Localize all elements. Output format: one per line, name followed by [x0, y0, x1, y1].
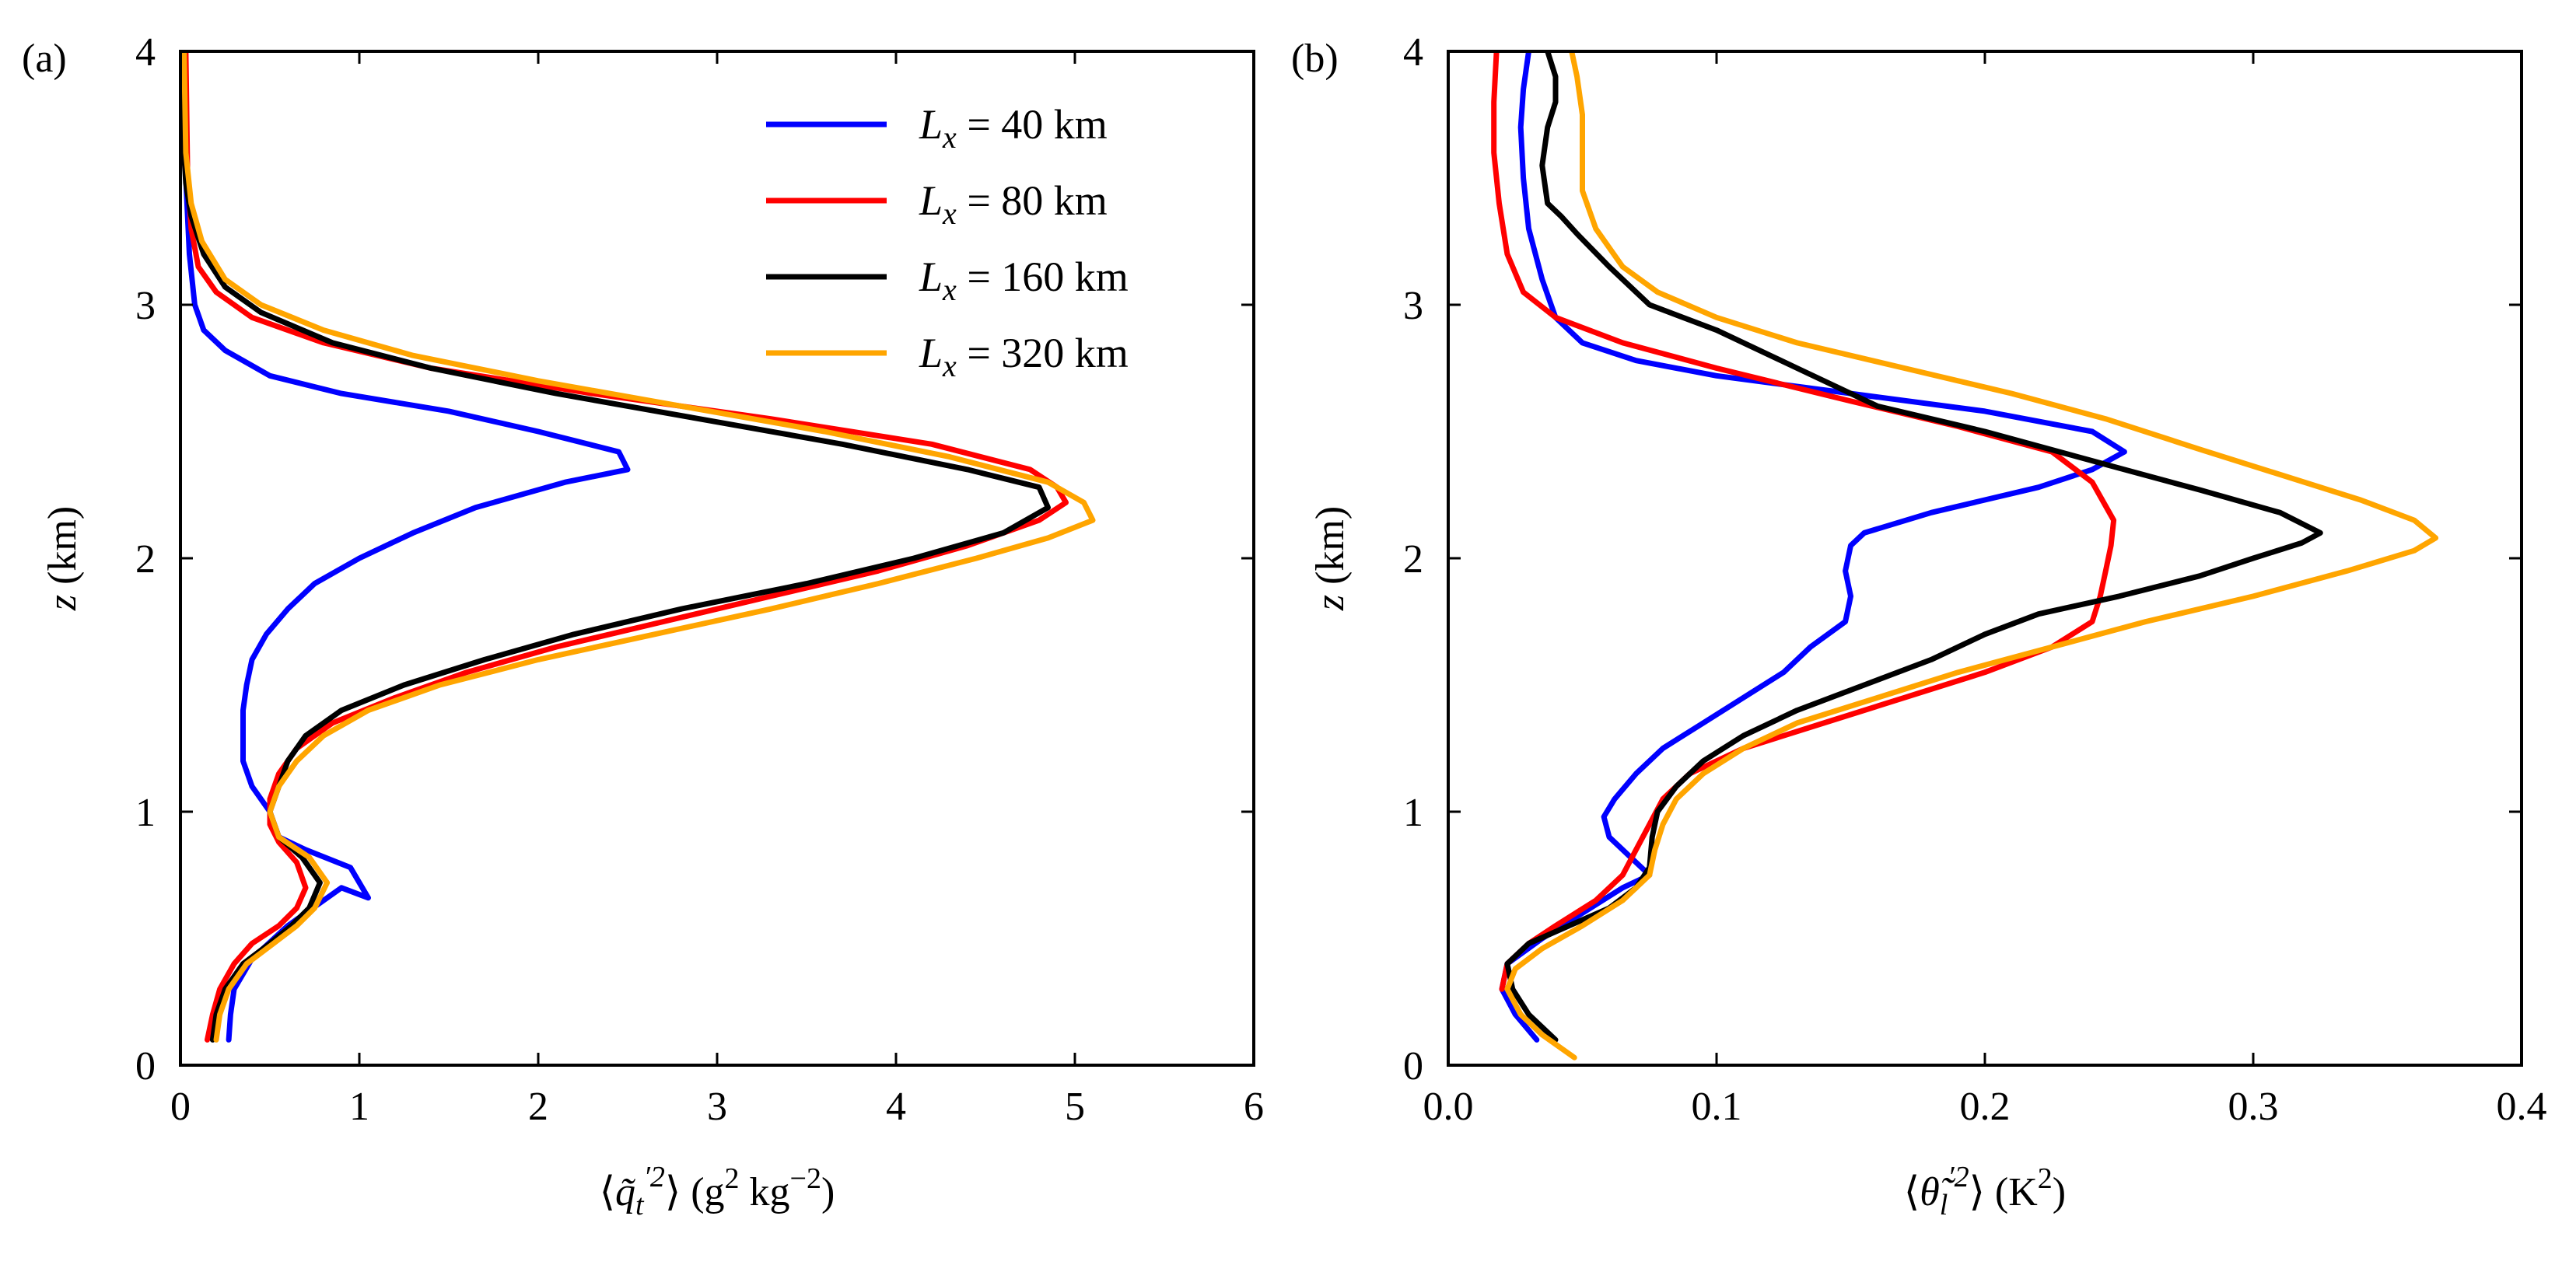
x-tick-label-b-1: 0.1 [1692, 1085, 1742, 1129]
y-tick-label-b-4: 4 [1403, 30, 1423, 75]
x-tick-label-b-4: 0.4 [2497, 1085, 2547, 1129]
x-tick-label-b-3: 0.3 [2228, 1085, 2279, 1129]
y-tick-label-a-2: 2 [135, 537, 156, 582]
series-line-a-3 [181, 51, 1096, 1043]
y-axis-label-a: z (km) [40, 506, 85, 611]
series-line-b-1 [1491, 51, 2117, 992]
legend-label-2: Lx = 160 km [919, 253, 1129, 307]
legend-label-3: Lx = 320 km [919, 330, 1129, 383]
y-tick-label-b-1: 1 [1403, 791, 1423, 835]
x-tick-label-a-3: 3 [707, 1085, 727, 1129]
panel-label-b: (b) [1291, 37, 1339, 81]
series-line-b-0 [1499, 51, 2127, 1043]
series-line-a-0 [181, 51, 631, 1043]
legend-label-0: Lx = 40 km [919, 101, 1108, 155]
legend-label-1: Lx = 80 km [919, 177, 1108, 231]
panel-b: (b) 0.0 0.1 0.2 0.3 0.4 0 1 2 3 4 z (km) ⟨θ̃l′2⟩ (K… [1291, 30, 2547, 1221]
x-tick-label-a-1: 1 [349, 1085, 369, 1129]
x-tick-label-a-6: 6 [1244, 1085, 1264, 1129]
y-tick-label-a-0: 0 [135, 1044, 156, 1089]
series-line-b-3 [1504, 51, 2439, 1061]
y-tick-label-a-3: 3 [135, 284, 156, 328]
panel-label-a: (a) [22, 37, 67, 81]
y-axis-label-b: z (km) [1308, 506, 1353, 611]
y-tick-label-b-2: 2 [1403, 537, 1423, 582]
y-tick-label-a-4: 4 [135, 30, 156, 75]
series-line-a-1 [183, 51, 1069, 1043]
x-tick-label-a-0: 0 [170, 1085, 191, 1129]
plot-frame-b [1447, 50, 2523, 1067]
y-tick-label-b-0: 0 [1403, 1044, 1423, 1089]
panel-a: (a) 0 1 2 3 4 5 6 0 1 2 3 4 z (km) ⟨q̃t′2⟩ (g2 kg−2) L… [22, 30, 1264, 1221]
x-tick-label-a-4: 4 [886, 1085, 906, 1129]
x-axis-label-b: ⟨θ̃l′2⟩ (K2) [1904, 1161, 2066, 1221]
x-tick-label-a-5: 5 [1065, 1085, 1085, 1129]
x-tick-label-b-2: 0.2 [1960, 1085, 2011, 1129]
y-tick-label-b-3: 3 [1403, 284, 1423, 328]
x-tick-label-b-0: 0.0 [1423, 1085, 1474, 1129]
x-tick-label-a-2: 2 [528, 1085, 548, 1129]
x-axis-label-a: ⟨q̃t′2⟩ (g2 kg−2) [600, 1161, 835, 1221]
series-line-a-2 [181, 51, 1051, 1043]
y-tick-label-a-1: 1 [135, 791, 156, 835]
